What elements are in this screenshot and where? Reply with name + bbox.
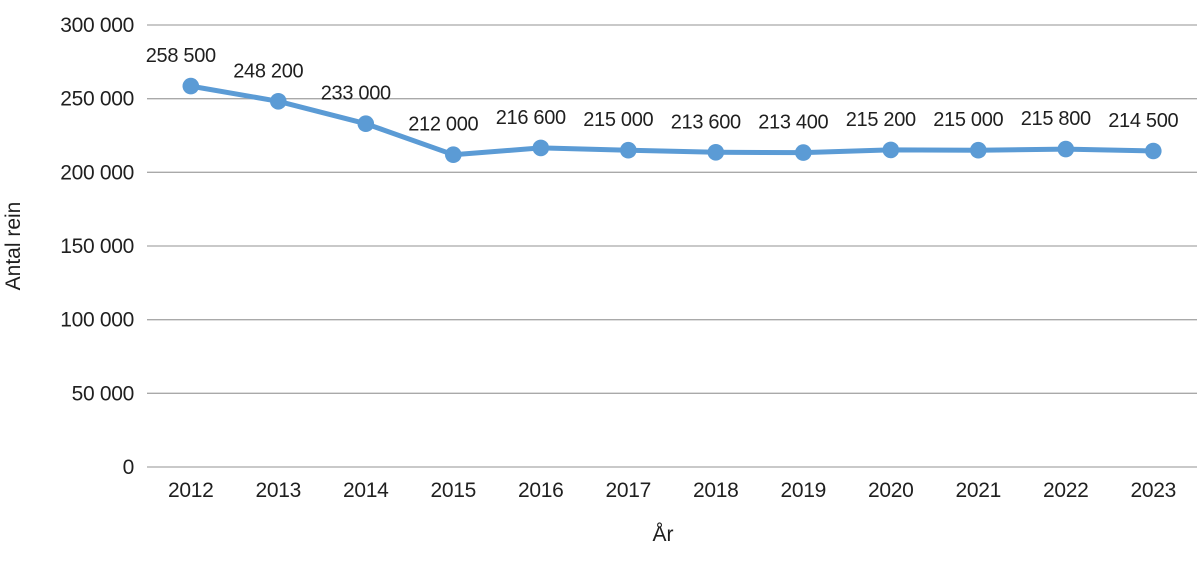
x-axis-tick-labels: 2012 2013 2014 2015 2016 2017 2018 2019 2020 2021… (168, 479, 1176, 502)
series-line (188, 83, 1156, 158)
data-label-group: 258 500 248 200 233 000 212 000 216 600 215 0… (146, 45, 1179, 136)
data-label-2020: 215 200 (846, 109, 916, 131)
x-tick-label-2019: 2019 (781, 479, 827, 502)
y-tick-label-250000: 250 000 (60, 88, 134, 111)
x-tick-label-2013: 2013 (256, 479, 302, 502)
y-tick-label-200000: 200 000 (60, 161, 134, 184)
x-tick-label-2017: 2017 (606, 479, 652, 502)
data-point-2021 (970, 141, 987, 159)
data-point-2020 (882, 141, 900, 159)
data-point-2017 (620, 141, 637, 159)
y-tick-label-0: 0 (123, 456, 134, 479)
x-tick-label-2022: 2022 (1043, 479, 1089, 502)
x-axis-title: År (653, 523, 674, 546)
data-label-2013: 248 200 (233, 60, 303, 82)
data-label-2015: 212 000 (408, 114, 478, 136)
data-label-2016: 216 600 (496, 107, 566, 129)
y-tick-label-300000: 300 000 (60, 14, 134, 37)
x-tick-label-2023: 2023 (1131, 479, 1177, 502)
y-axis-title: Antal rein (2, 202, 25, 291)
x-tick-label-2014: 2014 (343, 479, 389, 502)
data-label-2021: 215 000 (933, 109, 1003, 131)
data-point-2022 (1057, 140, 1075, 158)
data-point-2014 (357, 115, 375, 132)
x-tick-label-2016: 2016 (518, 479, 564, 502)
data-label-2014: 233 000 (321, 83, 391, 105)
data-point-2012 (182, 77, 200, 95)
x-tick-label-2021: 2021 (956, 479, 1002, 502)
y-axis-tick-labels: 0 50 000 100 000 150 000 200 000 250 000 300 0… (60, 14, 134, 479)
gridlines (147, 24, 1197, 468)
x-tick-label-2012: 2012 (168, 479, 214, 502)
data-point-2018 (707, 144, 725, 161)
y-tick-label-100000: 100 000 (60, 309, 134, 332)
data-point-2019 (795, 144, 812, 161)
data-label-2023: 214 500 (1108, 110, 1178, 132)
x-tick-label-2015: 2015 (431, 479, 477, 502)
data-point-2023 (1145, 142, 1162, 160)
data-label-2012: 258 500 (146, 45, 216, 67)
y-tick-label-150000: 150 000 (60, 235, 134, 258)
x-tick-label-2020: 2020 (868, 479, 914, 502)
data-label-2018: 213 600 (671, 111, 741, 133)
data-label-2017: 215 000 (583, 109, 653, 131)
data-label-2022: 215 800 (1021, 108, 1091, 130)
data-point-2013 (270, 93, 287, 110)
y-tick-label-50000: 50 000 (72, 382, 134, 405)
series-group (182, 77, 1162, 163)
data-label-2019: 213 400 (758, 112, 828, 134)
x-tick-label-2018: 2018 (693, 479, 739, 502)
data-point-2016 (532, 139, 550, 157)
data-point-2015 (445, 146, 462, 163)
